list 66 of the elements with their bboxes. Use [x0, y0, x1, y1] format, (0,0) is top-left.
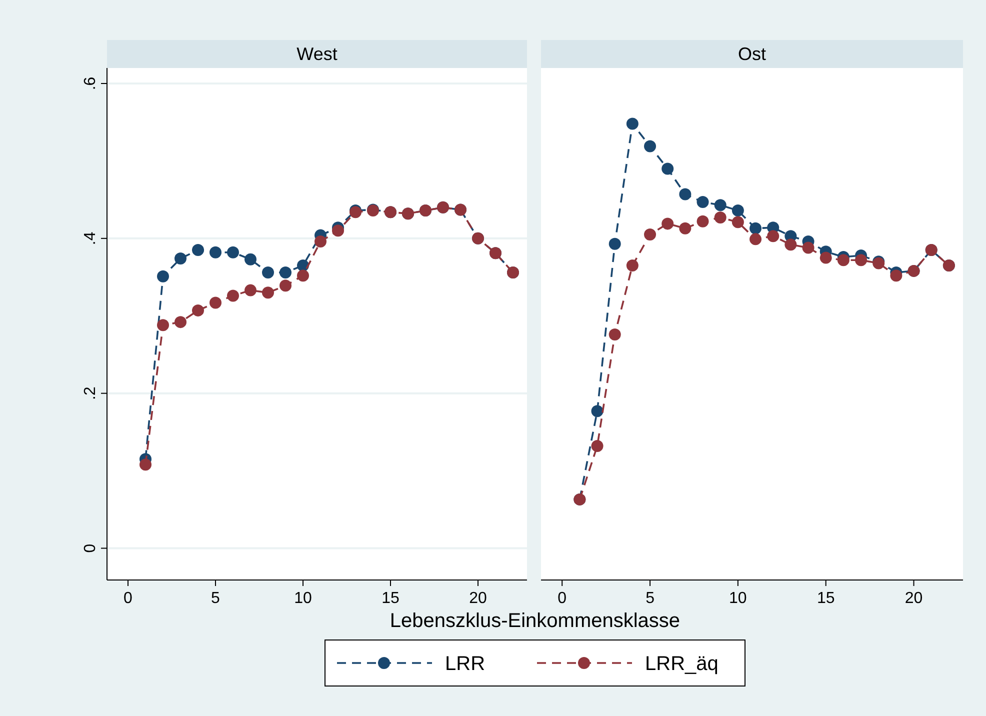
point [784, 238, 797, 251]
point [802, 242, 814, 254]
y-tick-label: .2 [82, 386, 99, 400]
x-tick-label: 20 [469, 590, 487, 607]
point [767, 230, 780, 242]
legend-label: LRR [445, 653, 486, 675]
point [750, 222, 762, 234]
point [140, 458, 152, 471]
point [679, 188, 692, 200]
point [227, 290, 239, 302]
x-tick-label: 15 [382, 590, 400, 607]
point [714, 199, 726, 212]
x-tick-label: 20 [904, 590, 923, 607]
point [820, 252, 832, 264]
point [608, 328, 621, 340]
point [192, 244, 204, 256]
point [210, 296, 222, 309]
point [626, 118, 638, 130]
point [157, 270, 169, 282]
point [280, 280, 292, 292]
point [244, 284, 256, 296]
point [174, 316, 186, 328]
point [750, 233, 762, 246]
point [262, 266, 274, 278]
point [696, 196, 709, 208]
x-tick-label: 0 [124, 590, 133, 607]
point [837, 254, 850, 266]
y-tick-label: 0 [82, 544, 99, 553]
point [591, 405, 604, 418]
point [714, 211, 726, 224]
point [174, 252, 186, 265]
point [227, 246, 239, 258]
x-tick-label: 5 [646, 590, 655, 607]
point [314, 236, 326, 248]
x-tick-label: 0 [558, 590, 567, 607]
point [696, 215, 709, 228]
point [244, 253, 256, 266]
point [332, 224, 344, 237]
x-axis-title: Lebenszklus-Einkommensklasse [390, 610, 680, 632]
point [210, 246, 222, 258]
point [192, 304, 204, 316]
legend-label: LRR_äq [645, 653, 718, 675]
point [262, 286, 274, 299]
y-tick-label: .6 [82, 76, 99, 90]
point [608, 238, 621, 250]
point [157, 319, 169, 332]
point [732, 204, 744, 217]
x-tick-label: 15 [816, 590, 835, 607]
y-tick-label: .4 [82, 232, 99, 246]
chart-title: West [296, 44, 338, 64]
chart-title: Ost [738, 44, 766, 64]
x-tick-label: 10 [294, 590, 312, 607]
x-tick-label: 10 [729, 590, 747, 607]
point [732, 216, 744, 228]
point [662, 218, 674, 230]
point [890, 270, 902, 282]
point [591, 440, 604, 452]
point [855, 254, 868, 266]
point [644, 228, 656, 241]
x-tick-label: 5 [211, 590, 220, 607]
point [280, 266, 292, 278]
point [679, 222, 692, 234]
point [297, 270, 309, 282]
point [662, 162, 674, 175]
point [644, 140, 656, 152]
point [626, 260, 638, 272]
